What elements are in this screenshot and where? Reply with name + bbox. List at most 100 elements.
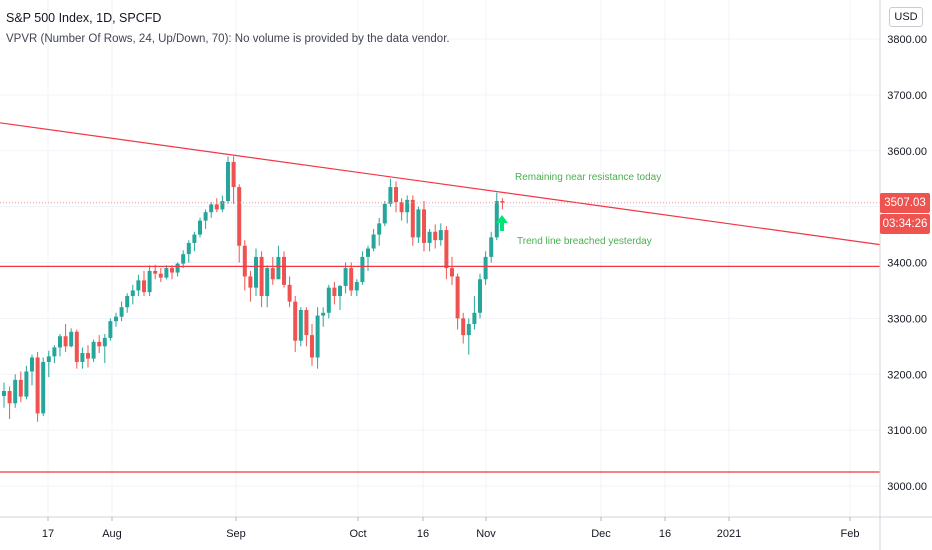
candle-body	[226, 161, 230, 202]
candle-body	[158, 273, 163, 278]
candle-body	[455, 276, 460, 319]
symbol-title[interactable]: S&P 500 Index, 1D, SPCFD	[6, 11, 162, 25]
candle-body	[186, 242, 191, 255]
candle-body	[466, 323, 471, 336]
candle-body	[86, 353, 90, 359]
candle-body	[74, 331, 79, 362]
candle-body	[394, 187, 398, 203]
candle-body	[360, 256, 365, 283]
time-tick-label: 16	[659, 528, 671, 540]
candle-body	[388, 187, 393, 204]
candle-body	[130, 290, 135, 297]
price-tick-label: 3400.00	[887, 258, 927, 270]
candle-body	[371, 234, 376, 249]
time-tick-label: Feb	[841, 528, 860, 540]
candle-body	[366, 248, 370, 257]
time-tick-label: Sep	[226, 528, 246, 540]
candle-body	[209, 204, 214, 213]
candle-body	[69, 331, 74, 347]
candle-body	[270, 268, 275, 280]
candle-body	[153, 270, 158, 274]
candle-body	[175, 263, 180, 273]
candle-body	[304, 309, 309, 336]
annotations: Remaining near resistance today Trend lin…	[496, 172, 661, 247]
candle-body	[293, 301, 298, 341]
candle-body	[399, 202, 404, 213]
candle-body	[254, 256, 258, 288]
candle-body	[58, 336, 62, 348]
resistance-trend-line	[0, 122, 881, 246]
candle-body	[119, 307, 124, 317]
chart-grid	[0, 0, 880, 517]
price-axis: 3800.003700.003600.003500.003400.003300.…	[879, 0, 927, 550]
candle-body	[136, 280, 141, 291]
candle-body	[7, 391, 12, 404]
time-tick-label: Oct	[349, 528, 366, 540]
candle-body	[97, 341, 102, 347]
price-tick-label: 3200.00	[887, 369, 927, 381]
candles	[2, 156, 505, 422]
candle-body	[461, 318, 466, 336]
candle-body	[382, 203, 387, 224]
candle-body	[248, 276, 253, 288]
candle-body	[276, 256, 281, 280]
candle-body	[427, 231, 432, 243]
candle-body	[147, 270, 152, 293]
candle-body	[125, 296, 130, 308]
candle-body	[416, 209, 421, 238]
candle-body	[343, 268, 348, 286]
price-tick-label: 3800.00	[887, 34, 927, 46]
candle-body	[91, 341, 96, 359]
candle-body	[315, 315, 320, 358]
up-arrow-icon	[496, 214, 508, 231]
candle-body	[198, 220, 202, 235]
candle-body	[114, 316, 118, 322]
price-tick-label: 3000.00	[887, 481, 927, 493]
annotation-text: Trend line breached yesterday	[517, 236, 652, 247]
time-tick-label: 16	[417, 528, 429, 540]
price-tick-label: 3300.00	[887, 313, 927, 325]
candle-body	[102, 337, 107, 347]
candle-body	[242, 245, 247, 277]
candle-body	[80, 353, 85, 362]
candle-body	[405, 199, 410, 213]
candle-body	[298, 309, 303, 341]
candle-body	[377, 223, 382, 235]
candle-body	[24, 371, 29, 397]
candle-body	[164, 268, 169, 278]
candle-body	[433, 231, 438, 241]
candle-body	[231, 161, 236, 188]
candle-body	[170, 268, 174, 273]
candle-body	[13, 379, 18, 404]
candle-body	[63, 336, 68, 347]
candle-body	[259, 256, 264, 297]
candle-body	[472, 312, 477, 324]
candle-body	[2, 391, 6, 397]
candle-body	[46, 356, 51, 362]
candle-body	[18, 379, 23, 397]
candle-body	[478, 279, 482, 313]
price-tick-label: 3600.00	[887, 146, 927, 158]
time-tick-label: 17	[42, 528, 54, 540]
candle-body	[35, 357, 40, 414]
candle-body	[332, 287, 337, 297]
candle-body	[265, 268, 270, 297]
currency-button[interactable]: USD	[889, 7, 923, 27]
candle-body	[450, 268, 454, 277]
candle-body	[214, 204, 219, 210]
drawn-lines	[0, 122, 881, 473]
candle-body	[354, 282, 359, 291]
candle-body	[410, 199, 415, 238]
indicator-legend[interactable]: VPVR (Number Of Rows, 24, Up/Down, 70): …	[6, 33, 450, 45]
time-tick-label: Dec	[591, 528, 611, 540]
time-tick-label: Aug	[102, 528, 122, 540]
candle-body	[338, 285, 342, 297]
bar-countdown-label: 03:34:26	[880, 213, 930, 234]
candle-body	[287, 284, 292, 302]
candle-body	[326, 287, 331, 313]
candle-body	[108, 321, 113, 338]
candle-body	[237, 187, 242, 246]
candle-body	[220, 201, 225, 210]
candle-body	[494, 201, 499, 238]
